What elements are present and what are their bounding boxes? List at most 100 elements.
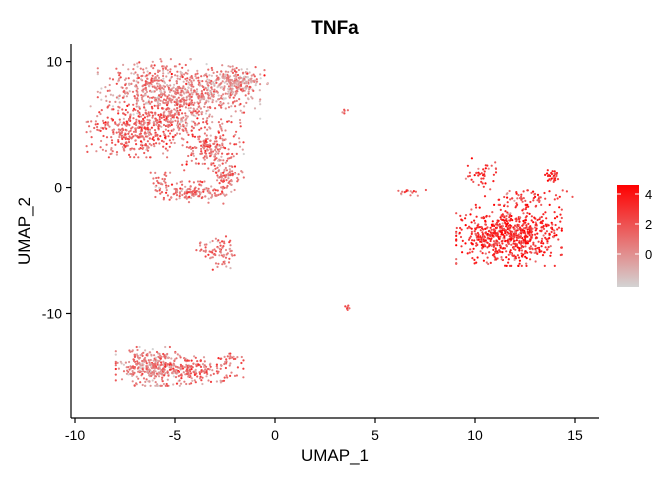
scatter-point	[135, 80, 138, 83]
scatter-point	[506, 196, 509, 199]
scatter-point	[146, 118, 149, 121]
scatter-point	[209, 90, 212, 93]
scatter-point	[561, 189, 564, 192]
scatter-point	[219, 135, 222, 138]
scatter-point	[468, 237, 471, 240]
scatter-point	[212, 71, 215, 74]
scatter-point	[154, 358, 157, 361]
scatter-point	[200, 248, 203, 251]
scatter-point	[156, 82, 159, 85]
scatter-point	[501, 239, 504, 242]
scatter-point	[192, 110, 195, 113]
scatter-point	[178, 197, 181, 200]
scatter-point	[222, 260, 225, 264]
scatter-point	[517, 236, 520, 239]
scatter-point	[152, 142, 155, 146]
x-axis-ticks: -10 -5 0 5 10 15	[65, 418, 583, 443]
scatter-point	[252, 89, 255, 92]
scatter-point	[507, 232, 510, 235]
scatter-point	[175, 198, 178, 201]
scatter-point	[162, 69, 165, 72]
scatter-point	[529, 258, 532, 261]
scatter-point	[187, 94, 190, 98]
scatter-point	[482, 234, 485, 237]
scatter-point	[210, 79, 213, 83]
scatter-point	[179, 365, 182, 368]
scatter-point	[533, 192, 537, 195]
scatter-point	[172, 138, 175, 141]
scatter-point	[416, 194, 419, 197]
scatter-point	[159, 370, 162, 373]
scatter-point	[154, 171, 157, 174]
scatter-point	[100, 109, 103, 112]
scatter-point	[511, 235, 514, 238]
scatter-point	[162, 65, 165, 68]
scatter-point	[211, 249, 214, 252]
scatter-point	[458, 231, 461, 234]
scatter-point	[150, 133, 153, 136]
scatter-point	[191, 93, 194, 96]
scatter-point	[538, 199, 541, 202]
scatter-point	[215, 157, 218, 160]
scatter-point	[461, 251, 464, 254]
scatter-point	[205, 365, 208, 368]
scatter-point	[176, 91, 179, 94]
scatter-point	[152, 120, 156, 123]
scatter-point	[126, 111, 129, 114]
scatter-point	[173, 108, 176, 111]
scatter-point	[540, 245, 543, 248]
scatter-point	[207, 197, 210, 200]
scatter-point	[110, 152, 113, 155]
scatter-point	[500, 258, 503, 261]
scatter-point	[167, 184, 170, 188]
scatter-point	[242, 359, 245, 362]
scatter-point	[193, 379, 196, 382]
scatter-point	[146, 115, 149, 118]
scatter-point	[203, 371, 206, 374]
scatter-point	[156, 363, 159, 366]
scatter-point	[245, 80, 248, 83]
scatter-point	[199, 99, 202, 102]
scatter-point	[228, 357, 231, 360]
scatter-point	[138, 357, 141, 360]
scatter-point	[509, 212, 512, 215]
scatter-point	[138, 113, 141, 116]
scatter-point	[146, 146, 149, 149]
scatter-point	[140, 94, 143, 97]
scatter-point	[540, 241, 543, 245]
scatter-point	[188, 382, 191, 386]
scatter-point	[139, 381, 142, 384]
scatter-point	[209, 365, 212, 368]
scatter-point	[117, 97, 120, 100]
scatter-point	[213, 164, 216, 167]
scatter-point	[218, 182, 221, 185]
scatter-point	[204, 195, 207, 198]
scatter-point	[183, 196, 186, 199]
scatter-point	[518, 197, 522, 200]
scatter-point	[151, 371, 154, 374]
scatter-point	[119, 76, 122, 79]
scatter-point	[185, 91, 188, 94]
scatter-point	[484, 245, 487, 248]
scatter-point	[239, 81, 242, 84]
scatter-point	[455, 244, 458, 247]
scatter-point	[176, 70, 179, 73]
scatter-point	[241, 71, 245, 74]
scatter-point	[181, 367, 184, 370]
scatter-point	[202, 147, 206, 150]
scatter-point	[212, 372, 215, 375]
scatter-point	[96, 115, 99, 118]
scatter-point	[171, 98, 174, 101]
scatter-point	[157, 79, 160, 82]
scatter-point	[108, 104, 111, 107]
scatter-point	[181, 112, 184, 115]
scatter-point	[524, 255, 527, 258]
scatter-point	[195, 365, 198, 368]
scatter-point	[117, 140, 120, 143]
scatter-point	[105, 143, 108, 146]
scatter-point	[229, 352, 232, 355]
scatter-point	[135, 362, 138, 366]
scatter-point	[535, 227, 538, 230]
scatter-point	[181, 365, 184, 368]
scatter-point	[125, 141, 128, 144]
